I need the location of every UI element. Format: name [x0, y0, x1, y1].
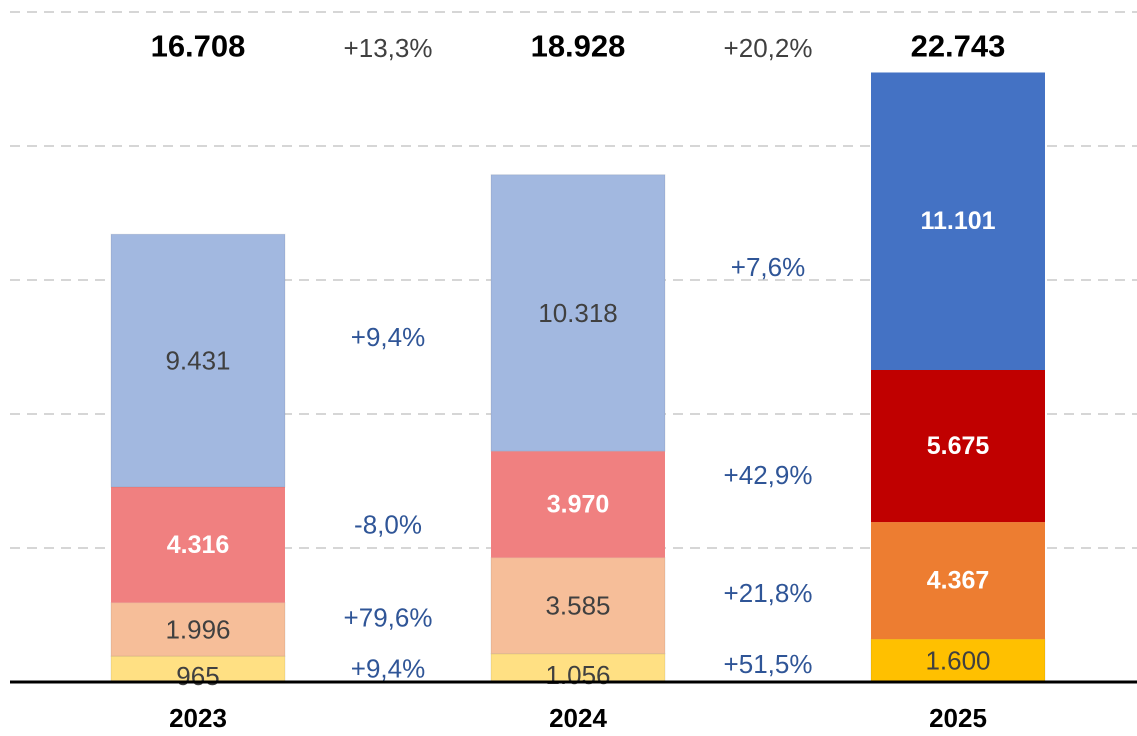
total-label: 22.743 — [911, 29, 1006, 64]
segment-label: 9.431 — [165, 346, 230, 376]
bar-segment — [110, 655, 286, 683]
segment-label: 10.318 — [538, 298, 618, 328]
change-label: +21,8% — [724, 578, 813, 608]
total-change-label: +13,3% — [344, 33, 433, 63]
bar-segment — [871, 369, 1045, 523]
segment-label: 4.316 — [167, 531, 230, 559]
bar-segment — [490, 557, 666, 655]
change-label: +7,6% — [731, 252, 805, 282]
change-label: -8,0% — [354, 510, 422, 540]
change-label: +42,9% — [724, 460, 813, 490]
bar-segment — [110, 602, 286, 657]
segment-label: 11.101 — [920, 207, 995, 235]
segment-label: 965 — [176, 661, 219, 691]
change-label: +9,4% — [351, 653, 425, 683]
segment-label: 5.675 — [927, 432, 990, 460]
total-label: 18.928 — [531, 29, 626, 64]
segment-label: 1.600 — [925, 646, 990, 676]
x-tick-label: 2025 — [929, 703, 987, 733]
bar-segment — [491, 451, 665, 558]
segment-label: 3.585 — [545, 591, 610, 621]
bar-segment — [871, 522, 1045, 640]
bar-segment — [871, 72, 1045, 370]
bar-segment — [490, 174, 666, 452]
segment-label: 1.996 — [165, 614, 230, 644]
segment-label: 4.367 — [927, 567, 990, 595]
segment-label: 3.970 — [547, 490, 610, 518]
x-tick-label: 2023 — [169, 703, 227, 733]
change-label: +79,6% — [344, 603, 433, 633]
total-label: 16.708 — [151, 29, 246, 64]
change-label: +9,4% — [351, 322, 425, 352]
change-label: +51,5% — [724, 649, 813, 679]
bar-segment — [111, 486, 285, 603]
segment-label: 1.056 — [545, 660, 610, 690]
x-tick-label: 2024 — [549, 703, 607, 733]
bar-segment — [110, 233, 286, 488]
total-change-label: +20,2% — [724, 33, 813, 63]
